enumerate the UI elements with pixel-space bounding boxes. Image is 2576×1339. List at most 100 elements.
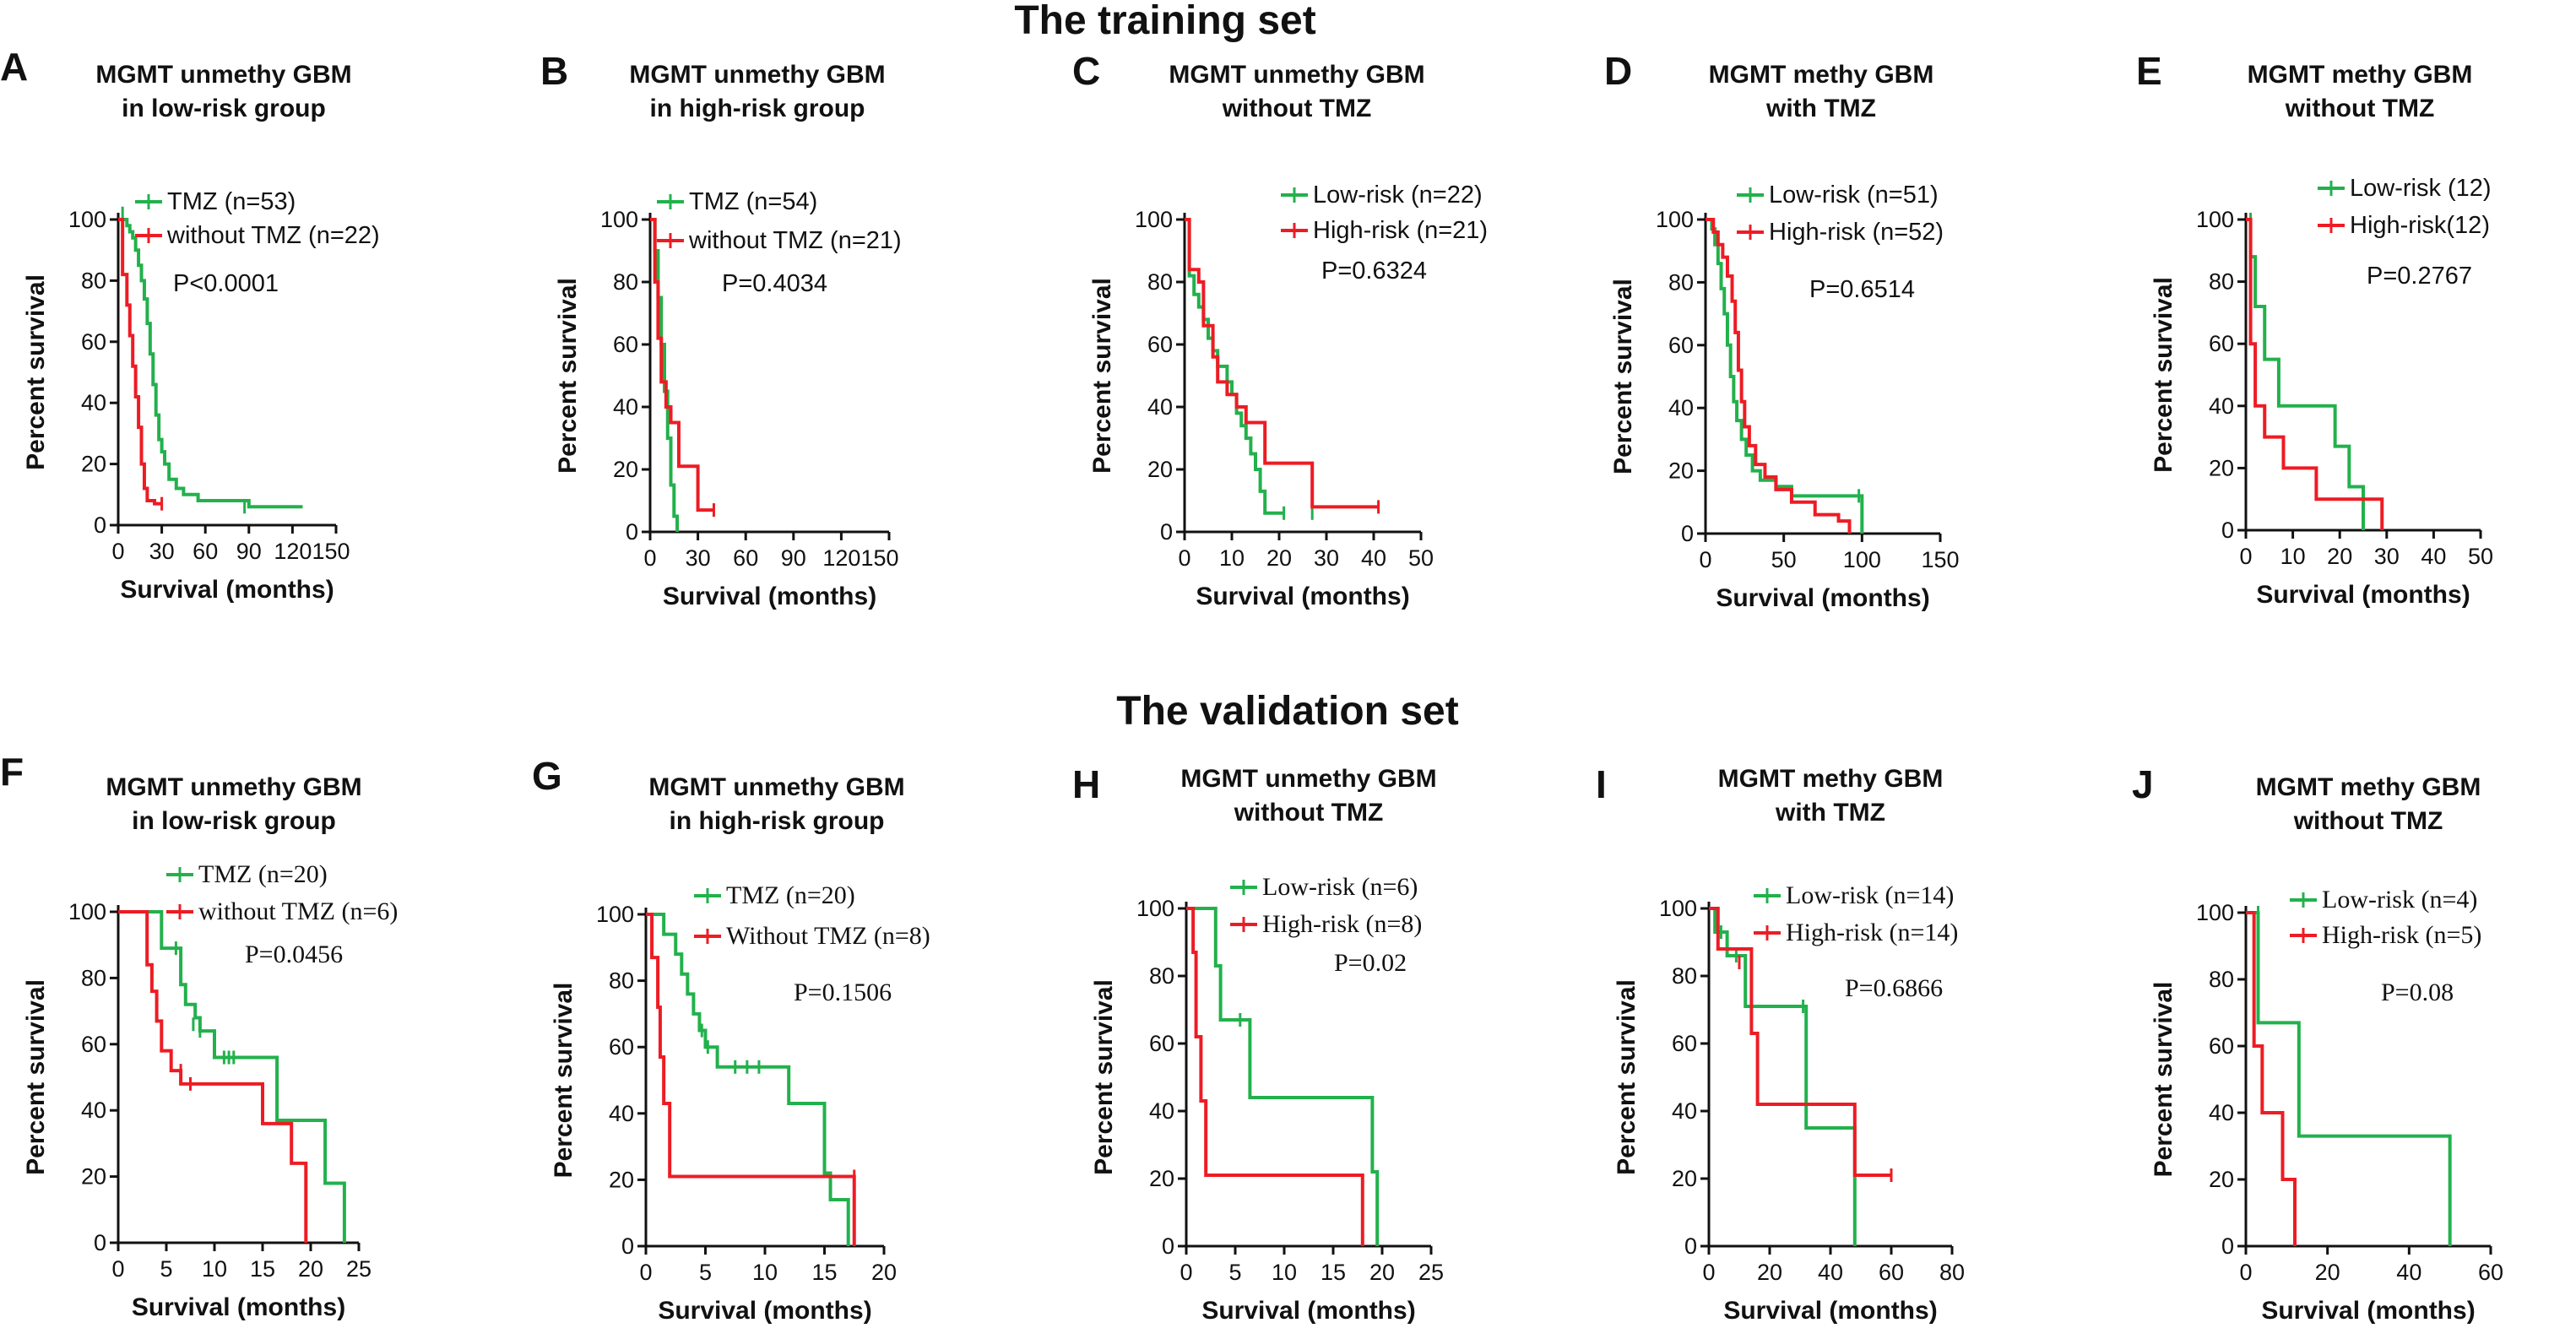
panel-a-x-tick-label: 90	[236, 539, 262, 564]
panel-f-y-tick-label: 60	[81, 1032, 106, 1057]
panel-b-legend-2-label: without TMZ (n=21)	[688, 227, 902, 254]
panel-i-x-tick-label: 20	[1757, 1260, 1782, 1285]
panel-d-y-tick-label: 20	[1668, 458, 1694, 484]
panel-a-title-line-1: MGMT unmethy GBM	[95, 61, 351, 89]
panel-b-y-tick-label: 60	[613, 332, 638, 357]
panel-c-series-1-curve	[1185, 218, 1284, 515]
panel-f: F MGMT unmethy GBM in low-risk group 0 20 40 6…	[0, 750, 398, 1321]
panel-a-x-tick-label: 120150	[274, 539, 350, 564]
panel-j-label: J	[2132, 762, 2154, 806]
panel-b-y-tick-label: 100	[600, 207, 638, 232]
panel-j-y-axis-label: Percent survival	[2150, 982, 2177, 1178]
panel-b-x-axis-label: Survival (months)	[663, 583, 876, 610]
panel-g-x-tick-label: 10	[752, 1260, 778, 1285]
panel-d-legend-2-label: High-risk (n=52)	[1769, 219, 1944, 246]
panel-g-title-line-1: MGMT unmethy GBM	[648, 773, 904, 801]
panel-e-y-tick-label: 40	[2209, 393, 2234, 419]
panel-h-y-tick-label: 40	[1149, 1098, 1174, 1124]
panel-e-p-value: P=0.2767	[2367, 263, 2472, 290]
panel-b-title-line-1: MGMT unmethy GBM	[629, 61, 885, 89]
panel-d-label: D	[1604, 49, 1632, 93]
panel-e-x-tick-label: 0	[2239, 544, 2252, 569]
panel-f-x-tick-label: 0	[111, 1256, 124, 1282]
panel-a-legend-1-label: TMZ (n=53)	[167, 188, 296, 215]
panel-h-x-tick-label: 25	[1418, 1260, 1444, 1285]
panel-j-y-tick-label: 20	[2209, 1167, 2234, 1192]
panel-b-label: B	[540, 49, 568, 93]
panel-f-series-1-curve	[118, 910, 346, 1243]
panel-i-series-1-curve	[1709, 907, 1857, 1246]
panel-h-y-tick-label: 20	[1149, 1166, 1174, 1191]
panel-g-y-tick-label: 40	[609, 1101, 634, 1126]
panel-j-series-1-curve	[2246, 911, 2452, 1246]
panel-a-x-axis-label: Survival (months)	[120, 576, 334, 604]
panel-f-legend-2-label: without TMZ (n=6)	[198, 897, 398, 925]
panel-c-x-tick-label: 10	[1219, 545, 1245, 571]
panel-a-y-tick-label: 20	[81, 452, 106, 477]
panel-c-x-axis-label: Survival (months)	[1196, 583, 1409, 610]
panel-g-y-axis-label: Percent survival	[550, 983, 578, 1179]
panel-j-series-2-curve	[2246, 911, 2297, 1246]
panel-a-y-axis-label: Percent survival	[22, 274, 50, 470]
panel-g-series-2-curve	[646, 913, 856, 1246]
panel-e-x-tick-label: 20	[2327, 544, 2352, 569]
panel-e-series-2-curve	[2246, 218, 2384, 530]
panel-f-y-tick-label: 100	[68, 899, 106, 924]
panel-i-title-line-2: with TMZ	[1775, 799, 1885, 827]
panel-f-legend-1-label: TMZ (n=20)	[198, 860, 328, 888]
panel-e-x-tick-label: 30	[2374, 544, 2400, 569]
panel-d-title-line-1: MGMT methy GBM	[1709, 61, 1934, 89]
panel-f-label: F	[0, 750, 24, 794]
panel-i-x-tick-label: 40	[1818, 1260, 1843, 1285]
panel-c-title-line-2: without TMZ	[1222, 95, 1372, 122]
panel-g-label: G	[532, 754, 562, 798]
panel-b-x-tick-label: 60	[733, 545, 758, 571]
panel-c-title-line-1: MGMT unmethy GBM	[1169, 61, 1424, 89]
panel-g-legend-1-label: TMZ (n=20)	[726, 881, 855, 909]
panel-g-x-tick-label: 20	[871, 1260, 897, 1285]
panel-h-y-tick-label: 60	[1149, 1031, 1174, 1056]
panel-e-x-axis-label: Survival (months)	[2256, 581, 2470, 609]
panel-j-title-line-1: MGMT methy GBM	[2256, 773, 2481, 801]
panel-g-y-tick-label: 0	[621, 1233, 634, 1259]
panel-g-x-tick-label: 15	[811, 1260, 837, 1285]
panel-i-x-axis-label: Survival (months)	[1723, 1297, 1937, 1325]
panel-j: J MGMT methy GBM without TMZ 0 20 40 60 80 100 0 2…	[2132, 762, 2503, 1325]
panel-e-label: E	[2136, 49, 2162, 93]
panel-b-x-tick-label: 90	[781, 545, 806, 571]
panel-i-legend-1-label: Low-risk (n=14)	[1786, 881, 1954, 909]
panel-g-y-tick-label: 100	[596, 902, 634, 927]
panel-d-y-tick-label: 80	[1668, 269, 1694, 295]
panel-i-y-tick-label: 100	[1659, 896, 1697, 921]
panel-g-title-line-2: in high-risk group	[670, 807, 885, 835]
panel-j-x-axis-label: Survival (months)	[2261, 1297, 2475, 1325]
panel-e-title-line-2: without TMZ	[2285, 95, 2435, 122]
panel-e-y-axis-label: Percent survival	[2150, 277, 2177, 473]
panel-i-y-tick-label: 80	[1672, 963, 1697, 989]
panel-f-y-tick-label: 20	[81, 1164, 106, 1190]
panel-i-x-tick-label: 80	[1939, 1260, 1965, 1285]
panel-b-x-tick-label: 0	[643, 545, 656, 571]
panel-f-title-line-1: MGMT unmethy GBM	[106, 773, 361, 801]
panel-j-y-tick-label: 0	[2221, 1233, 2234, 1259]
panel-a-series-1-curve	[118, 218, 303, 509]
panel-d-x-tick-label: 50	[1771, 547, 1797, 572]
panel-b-legend-1-label: TMZ (n=54)	[689, 188, 817, 215]
panel-d-legend-1-label: Low-risk (n=51)	[1769, 182, 1939, 209]
panel-f-title-line-2: in low-risk group	[132, 807, 336, 835]
panel-i-x-tick-label: 60	[1879, 1260, 1904, 1285]
panel-e: E MGMT methy GBM without TMZ 0 20 40 60 80 100 0 1…	[2136, 49, 2493, 609]
panel-g-series-1-curve	[646, 913, 850, 1246]
panel-b-y-tick-label: 20	[613, 457, 638, 482]
panel-h-legend-2-label: High-risk (n=8)	[1262, 910, 1422, 938]
panel-d-x-tick-label: 150	[1921, 547, 1959, 572]
panel-f-y-tick-label: 40	[81, 1098, 106, 1123]
panel-i-title-line-1: MGMT methy GBM	[1718, 765, 1944, 793]
panel-f-y-axis-label: Percent survival	[22, 979, 50, 1175]
panel-j-y-tick-label: 60	[2209, 1033, 2234, 1059]
panel-d: D MGMT methy GBM with TMZ 0 20 40 60 80 100 0 50 10…	[1604, 49, 1960, 612]
panel-h-x-tick-label: 20	[1369, 1260, 1395, 1285]
panel-j-x-tick-label: 40	[2396, 1260, 2421, 1285]
panel-h-series-1-curve	[1186, 907, 1380, 1246]
panel-a-y-tick-label: 100	[68, 207, 106, 232]
